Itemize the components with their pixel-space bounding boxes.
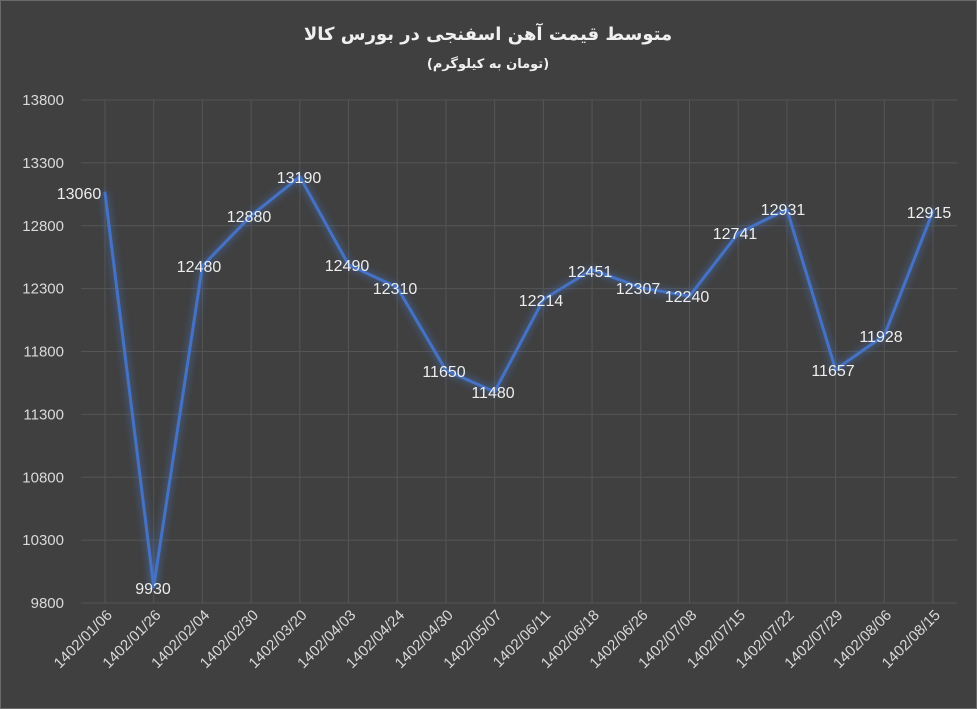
x-axis-ticks: 1402/01/061402/01/261402/02/041402/02/30…	[51, 607, 944, 672]
data-point	[785, 207, 789, 211]
data-point	[834, 367, 838, 371]
chart-title: متوسط قیمت آهن اسفنجی در بورس کالا	[304, 22, 672, 45]
data-point	[639, 286, 643, 290]
data-point	[249, 214, 253, 218]
data-point	[541, 297, 545, 301]
data-label: 12240	[665, 289, 710, 306]
data-point	[590, 268, 594, 272]
y-tick-label: 10300	[22, 532, 64, 549]
data-label: 13190	[277, 170, 322, 187]
data-label: 12915	[907, 205, 952, 222]
data-label: 12490	[325, 258, 370, 275]
y-tick-label: 10800	[22, 469, 64, 486]
data-label: 9930	[135, 581, 171, 598]
data-label: 12741	[713, 226, 758, 243]
data-point	[493, 390, 497, 394]
data-point	[298, 175, 302, 179]
data-label: 11928	[859, 329, 902, 346]
data-label: 13060	[57, 186, 102, 203]
data-point	[395, 285, 399, 289]
data-point	[444, 368, 448, 372]
data-label: 12931	[761, 202, 806, 219]
y-tick-label: 9800	[31, 595, 64, 612]
y-tick-label: 12300	[22, 281, 64, 298]
y-tick-label: 11300	[23, 406, 64, 423]
y-tick-label: 12800	[22, 218, 64, 235]
data-point	[882, 333, 886, 337]
data-label: 11480	[471, 385, 514, 402]
chart-subtitle: (تومان به کیلوگرم)	[427, 56, 549, 72]
data-point	[200, 264, 204, 268]
data-label: 11650	[422, 364, 465, 381]
gridlines	[81, 99, 957, 604]
data-point	[736, 231, 740, 235]
data-point	[931, 209, 935, 213]
y-tick-label: 11800	[23, 344, 64, 361]
data-point	[152, 585, 156, 589]
data-point	[103, 191, 107, 195]
data-label: 12480	[177, 259, 222, 276]
data-point	[687, 294, 691, 298]
data-label: 12307	[616, 281, 661, 298]
series-price	[103, 175, 935, 589]
data-label: 12880	[227, 209, 272, 226]
y-tick-label: 13800	[22, 92, 64, 109]
data-point	[347, 263, 351, 267]
data-label: 12451	[568, 264, 613, 281]
data-label: 12310	[373, 281, 418, 298]
data-label: 11657	[811, 363, 854, 380]
y-tick-label: 13300	[22, 155, 64, 172]
y-axis-ticks: 13800 13300 12800 12300 11800 11300 10800 10300…	[22, 92, 64, 612]
series-line	[103, 175, 935, 589]
data-label: 12214	[519, 293, 564, 310]
